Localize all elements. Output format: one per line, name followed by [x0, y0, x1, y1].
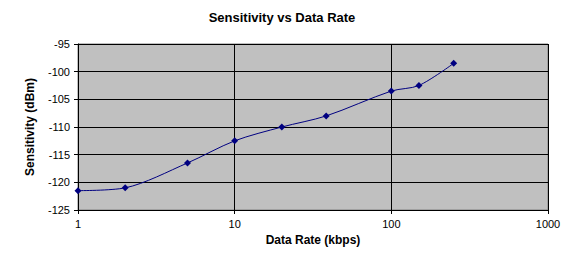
svg-text:10: 10 [229, 218, 241, 230]
svg-text:-115: -115 [49, 149, 70, 161]
svg-text:Data Rate (kbps): Data Rate (kbps) [266, 233, 361, 247]
svg-text:1000: 1000 [536, 218, 560, 230]
svg-text:1: 1 [75, 218, 81, 230]
svg-text:-110: -110 [49, 121, 70, 133]
svg-text:-95: -95 [54, 38, 70, 50]
svg-text:-105: -105 [48, 93, 70, 105]
svg-text:100: 100 [382, 218, 400, 230]
svg-text:-125: -125 [48, 204, 70, 216]
svg-text:Sensitivity (dBm): Sensitivity (dBm) [23, 78, 37, 176]
svg-text:-120: -120 [48, 176, 70, 188]
svg-text:-100: -100 [48, 66, 70, 78]
svg-text:Sensitivity vs Data Rate: Sensitivity vs Data Rate [209, 10, 356, 25]
